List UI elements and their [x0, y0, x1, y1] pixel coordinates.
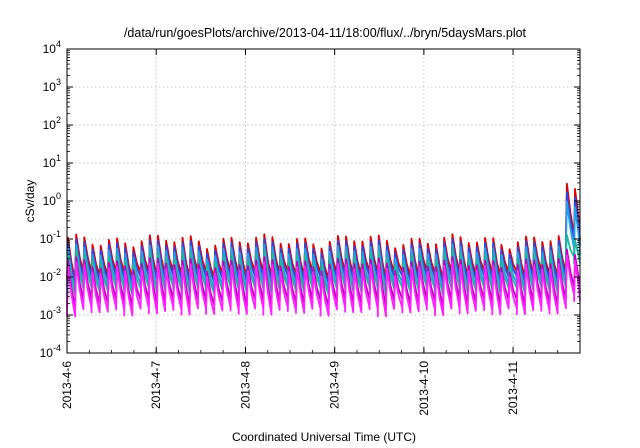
y-tick-exponent: 4	[56, 39, 61, 49]
y-tick-exponent: 1	[56, 153, 61, 163]
y-tick-label: 100	[43, 191, 61, 208]
y-tick-label: 104	[43, 39, 61, 56]
x-axis-label: Coordinated Universal Time (UTC)	[232, 430, 416, 444]
series-line	[66, 254, 581, 318]
y-tick-exponent: 0	[56, 191, 61, 201]
x-tick-label: 2013-4-7	[149, 361, 163, 409]
y-axis-label: cSv/day	[23, 180, 37, 223]
y-tick-exponent: -1	[53, 229, 61, 239]
y-tick-label: 10-1	[40, 229, 61, 246]
x-axis-ticks: 2013-4-6 2013-4-7 2013-4-8 2013-4-9 2013-4-1…	[60, 49, 581, 416]
y-tick-label: 103	[43, 77, 61, 94]
chart-title: /data/run/goesPlots/archive/2013-04-11/1…	[124, 26, 527, 40]
y-tick-label: 101	[43, 153, 61, 170]
x-tick-label: 2013-4-8	[238, 361, 252, 409]
x-tick-label: 2013-4-11	[506, 361, 520, 415]
gridlines	[67, 49, 580, 353]
y-tick-label: 102	[43, 115, 61, 132]
y-tick-label: 10-3	[40, 305, 61, 322]
y-tick-label: 10-4	[40, 343, 61, 360]
y-tick-exponent: 3	[56, 77, 61, 87]
y-tick-exponent: 2	[56, 115, 61, 125]
x-tick-label: 2013-4-6	[60, 361, 74, 409]
y-tick-exponent: -4	[53, 343, 61, 353]
x-tick-label: 2013-4-10	[417, 361, 431, 416]
x-tick-label: 2013-4-9	[328, 361, 342, 409]
y-tick-exponent: -3	[53, 305, 61, 315]
y-tick-exponent: -2	[53, 267, 61, 277]
series-group	[66, 182, 581, 318]
y-tick-label: 10-2	[40, 267, 61, 284]
